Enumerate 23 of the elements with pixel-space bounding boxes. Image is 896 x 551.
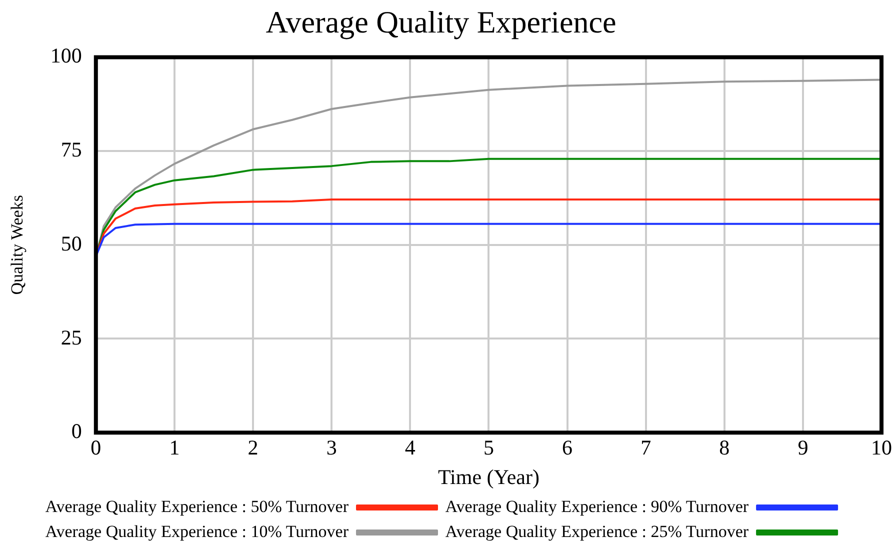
x-tick-label: 6: [562, 436, 573, 460]
legend-label: Average Quality Experience : 10% Turnover: [45, 522, 349, 541]
y-axis-title: Quality Weeks: [8, 194, 27, 295]
y-tick-label: 25: [60, 325, 82, 350]
x-tick-label: 8: [719, 436, 730, 460]
x-tick-label: 9: [798, 436, 808, 460]
x-tick-label: 5: [483, 436, 494, 460]
chart-title: Average Quality Experience: [266, 4, 616, 40]
x-tick-label: 0: [90, 436, 102, 460]
x-axis-title: Time (Year): [438, 464, 540, 489]
x-tick-label: 3: [326, 436, 337, 460]
legend-label: Average Quality Experience : 50% Turnover: [45, 496, 349, 516]
x-tick-label: 7: [640, 436, 652, 460]
legend-label: Average Quality Experience : 90% Turnover: [445, 496, 749, 516]
y-tick-label: 0: [71, 419, 82, 444]
x-tick-label: 10: [871, 436, 892, 460]
y-tick-label: 50: [60, 231, 82, 256]
y-tick-label: 100: [50, 44, 82, 68]
y-tick-label: 75: [60, 138, 82, 162]
x-tick-label: 2: [248, 436, 258, 460]
x-tick-label: 1: [169, 436, 180, 460]
x-tick-label: 4: [404, 436, 416, 460]
legend-label: Average Quality Experience : 25% Turnover: [445, 522, 749, 541]
